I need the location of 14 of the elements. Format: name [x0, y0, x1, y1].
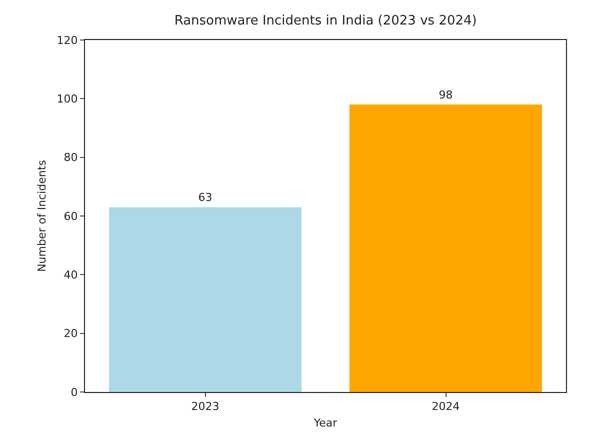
y-tick-label: 80 — [64, 151, 78, 164]
y-tick-label: 0 — [70, 386, 78, 399]
y-axis-title: Number of Incidents — [35, 160, 48, 272]
data-label: 98 — [438, 88, 453, 102]
x-axis-title: Year — [312, 416, 338, 430]
y-tick-label: 100 — [56, 92, 78, 106]
y-tick-label: 120 — [56, 34, 78, 47]
y-tick-label: 40 — [64, 268, 78, 282]
x-tick-label: 2023 — [191, 400, 220, 414]
y-tick-label: 20 — [64, 327, 78, 340]
data-label: 63 — [198, 191, 212, 204]
chart-title: Ransomware Incidents in India (2023 vs 2024) — [174, 13, 477, 28]
x-tick-label: 2024 — [432, 400, 460, 414]
y-tick-label: 60 — [64, 210, 78, 223]
